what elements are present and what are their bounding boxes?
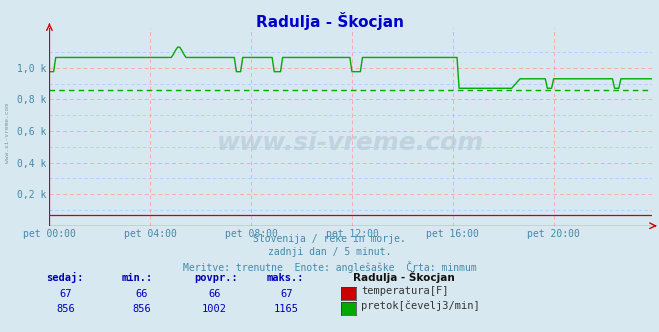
- Text: Radulja - Škocjan: Radulja - Škocjan: [353, 271, 454, 283]
- Text: 67: 67: [60, 289, 72, 299]
- Text: zadnji dan / 5 minut.: zadnji dan / 5 minut.: [268, 247, 391, 257]
- Text: 856: 856: [57, 304, 75, 314]
- Text: temperatura[F]: temperatura[F]: [361, 286, 449, 296]
- Text: 66: 66: [208, 289, 220, 299]
- Text: 1165: 1165: [274, 304, 299, 314]
- Text: 66: 66: [136, 289, 148, 299]
- Text: maks.:: maks.:: [267, 273, 304, 283]
- Text: 1002: 1002: [202, 304, 227, 314]
- Text: www.si-vreme.com: www.si-vreme.com: [217, 131, 484, 155]
- Text: www.si-vreme.com: www.si-vreme.com: [5, 103, 10, 163]
- Text: sedaj:: sedaj:: [46, 272, 84, 283]
- Text: min.:: min.:: [122, 273, 153, 283]
- Text: Meritve: trenutne  Enote: anglešaške  Črta: minmum: Meritve: trenutne Enote: anglešaške Črta…: [183, 261, 476, 273]
- Text: povpr.:: povpr.:: [194, 273, 238, 283]
- Text: Radulja - Škocjan: Radulja - Škocjan: [256, 12, 403, 30]
- Text: 856: 856: [132, 304, 151, 314]
- Text: pretok[čevelj3/min]: pretok[čevelj3/min]: [361, 300, 480, 311]
- Text: 67: 67: [281, 289, 293, 299]
- Text: Slovenija / reke in morje.: Slovenija / reke in morje.: [253, 234, 406, 244]
